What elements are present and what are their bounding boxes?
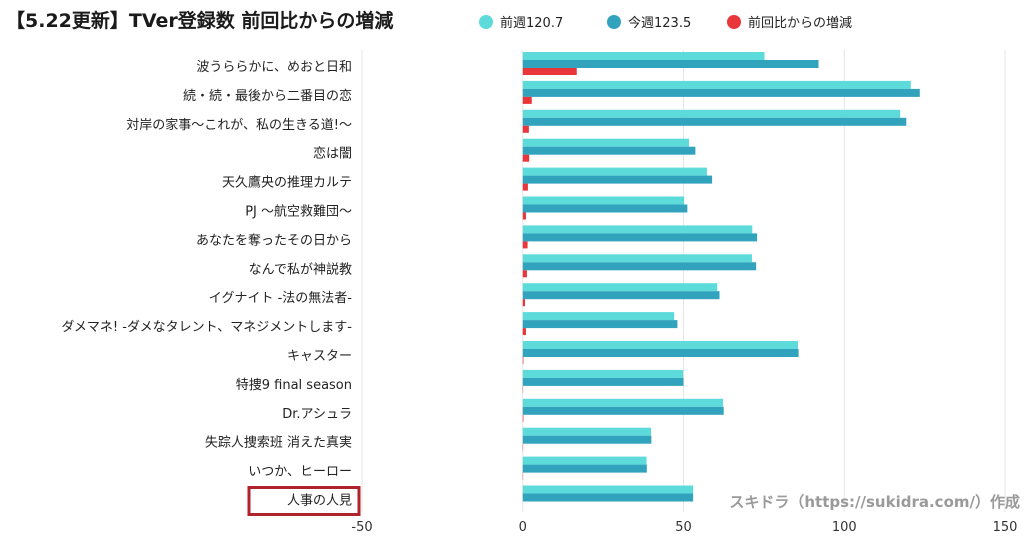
bar-this-week <box>522 146 696 155</box>
bar-diff <box>522 299 526 307</box>
bar-diff <box>522 183 528 191</box>
bar-prev-week <box>522 369 684 378</box>
bar-prev-week <box>522 196 685 205</box>
legend-label: 前週120.7 <box>500 15 563 31</box>
bar-this-week <box>522 88 920 97</box>
category-label: イグナイト -法の無法者- <box>209 291 353 306</box>
bar-prev-week <box>522 138 689 147</box>
bar-prev-week <box>522 109 901 118</box>
bar-diff <box>522 212 526 220</box>
chart-title: 【5.22更新】TVer登録数 前回比からの増減 <box>6 9 393 32</box>
bar-this-week <box>522 349 799 357</box>
bar-prev-week <box>522 398 724 407</box>
bar-this-week <box>522 60 819 68</box>
x-axis-ticks: -50 0 50 100 150 <box>351 520 1017 535</box>
bar-prev-week <box>522 80 911 89</box>
bar-this-week <box>522 320 678 329</box>
category-labels: 波うららかに、めおと日和続・続・最後から二番目の恋対岸の家事〜これが、私の生きる… <box>61 60 352 509</box>
category-label: あなたを奪ったその日から <box>196 232 352 248</box>
bar-diff <box>522 154 530 162</box>
bar-this-week <box>522 291 720 300</box>
category-label: ダメマネ! -ダメなタレント、マネジメントします- <box>61 320 352 335</box>
bar-this-week <box>522 377 684 386</box>
bar-prev-week <box>522 427 652 436</box>
bar-this-week <box>522 406 724 415</box>
category-label: 失踪人捜索班 消えた真実 <box>205 435 352 451</box>
bar-diff <box>522 125 529 133</box>
x-tick-label: 150 <box>993 520 1018 535</box>
bar-this-week <box>522 262 757 271</box>
bar-prev-week <box>522 485 694 494</box>
bar-this-week <box>522 175 713 184</box>
legend-label: 今週123.5 <box>628 15 691 31</box>
bar-this-week <box>522 117 907 126</box>
bar-prev-week <box>522 341 798 349</box>
x-tick-label: 0 <box>519 520 527 535</box>
bar-diff <box>522 270 527 278</box>
category-label: PJ 〜航空救難団〜 <box>245 204 352 220</box>
bar-prev-week <box>522 167 707 176</box>
legend-marker <box>727 15 741 29</box>
category-label: Dr.アシュラ <box>282 407 352 422</box>
watermark: スキドラ（https://sukidra.com/）作成 <box>729 493 1020 511</box>
category-label: 特捜9 final season <box>236 378 352 393</box>
bar-prev-week <box>522 456 647 465</box>
category-label: なんで私が神説教 <box>249 261 352 277</box>
x-tick-label: 100 <box>832 520 857 535</box>
bar-diff <box>522 414 524 422</box>
bar-this-week <box>522 464 647 473</box>
bar-diff <box>522 96 532 104</box>
bar-prev-week <box>522 254 752 263</box>
highlight-box <box>247 486 361 516</box>
bar-diff <box>522 241 528 249</box>
bar-this-week <box>522 493 694 502</box>
legend-marker <box>479 15 493 29</box>
bar-this-week <box>522 233 758 242</box>
category-label: 対岸の家事〜これが、私の生きる道!〜 <box>126 117 352 133</box>
legend-label: 前回比からの増減 <box>748 15 852 31</box>
bars <box>522 52 920 502</box>
legend-marker <box>607 15 621 29</box>
category-label: 天久鷹央の推理カルテ <box>222 176 352 191</box>
x-tick-label: -50 <box>351 520 372 535</box>
bar-this-week <box>522 435 652 444</box>
category-label: いつか、ヒーロー <box>248 465 352 480</box>
category-label: キャスター <box>287 349 352 364</box>
bar-prev-week <box>522 283 718 292</box>
bar-diff <box>522 357 524 364</box>
bar-diff <box>522 328 526 336</box>
bar-diff <box>522 68 577 75</box>
x-tick-label: 50 <box>675 520 692 535</box>
bar-prev-week <box>522 312 675 321</box>
category-label: 続・続・最後から二番目の恋 <box>183 88 352 104</box>
category-label: 波うららかに、めおと日和 <box>196 60 352 75</box>
bar-this-week <box>522 204 688 213</box>
category-label: 恋は闇 <box>313 146 352 162</box>
bar-prev-week <box>522 52 765 60</box>
bar-prev-week <box>522 225 753 234</box>
legend: 前週120.7 今週123.5 前回比からの増減 <box>479 15 852 31</box>
category-label: 人事の人見 <box>287 494 352 509</box>
